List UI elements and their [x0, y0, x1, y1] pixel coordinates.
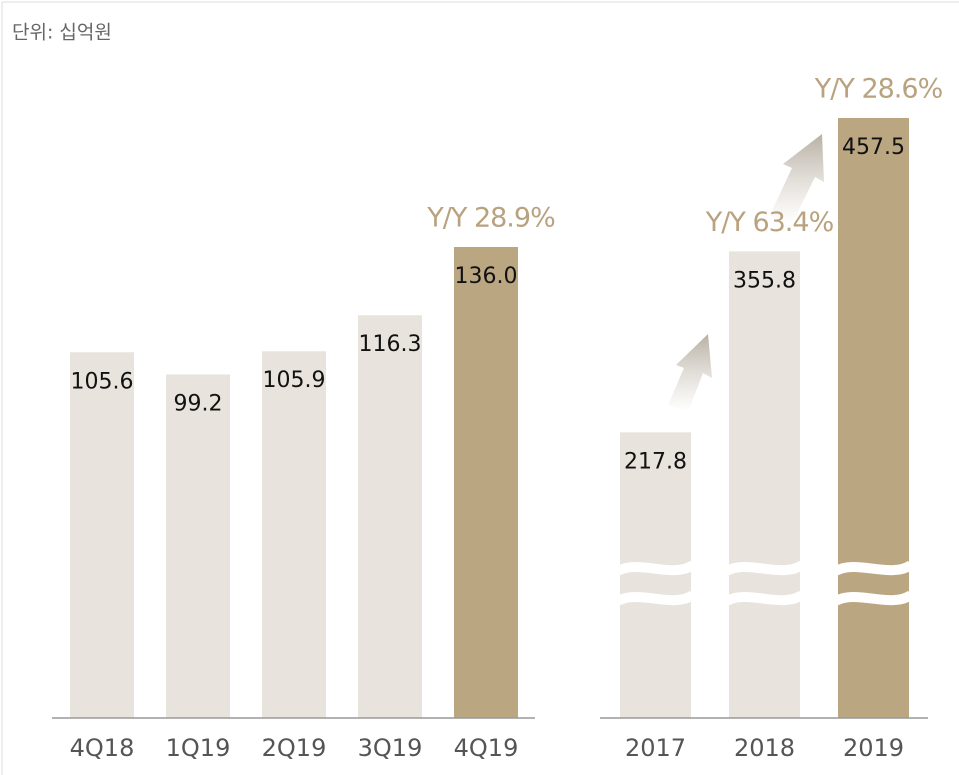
value-label: 457.5	[842, 135, 905, 160]
value-label: 99.2	[174, 391, 223, 416]
growth-arrow	[770, 134, 824, 224]
bar	[454, 247, 518, 718]
x-tick-label: 4Q19	[454, 734, 519, 762]
x-tick-label: 3Q19	[358, 734, 423, 762]
x-tick-label: 4Q18	[70, 734, 135, 762]
axis-break	[724, 560, 805, 576]
value-label: 355.8	[733, 268, 796, 293]
value-label: 116.3	[359, 332, 422, 357]
bar	[70, 352, 134, 718]
growth-arrow	[668, 334, 712, 412]
value-label: 105.9	[263, 368, 326, 393]
bar	[729, 251, 800, 718]
x-tick-label: 2019	[843, 734, 904, 762]
x-tick-label: 2018	[734, 734, 795, 762]
bar	[358, 315, 422, 718]
x-tick-label: 2017	[625, 734, 686, 762]
bar	[620, 432, 691, 718]
unit-label: 단위: 십억원	[12, 22, 112, 44]
bar	[262, 351, 326, 718]
annotation: Y/Y 63.4%	[705, 207, 834, 238]
annotation: Y/Y 28.6%	[814, 74, 943, 105]
value-label: 105.6	[71, 369, 134, 394]
value-label: 217.8	[624, 449, 687, 474]
bar	[838, 118, 909, 718]
axis-break	[615, 560, 696, 576]
axis-break	[724, 590, 805, 606]
x-tick-label: 2Q19	[262, 734, 327, 762]
axis-break	[833, 590, 914, 606]
annotation: Y/Y 28.9%	[426, 203, 555, 234]
axis-break	[833, 560, 914, 576]
axis-break	[615, 590, 696, 606]
x-tick-label: 1Q19	[166, 734, 231, 762]
value-label: 136.0	[455, 264, 518, 289]
bar	[166, 374, 230, 718]
